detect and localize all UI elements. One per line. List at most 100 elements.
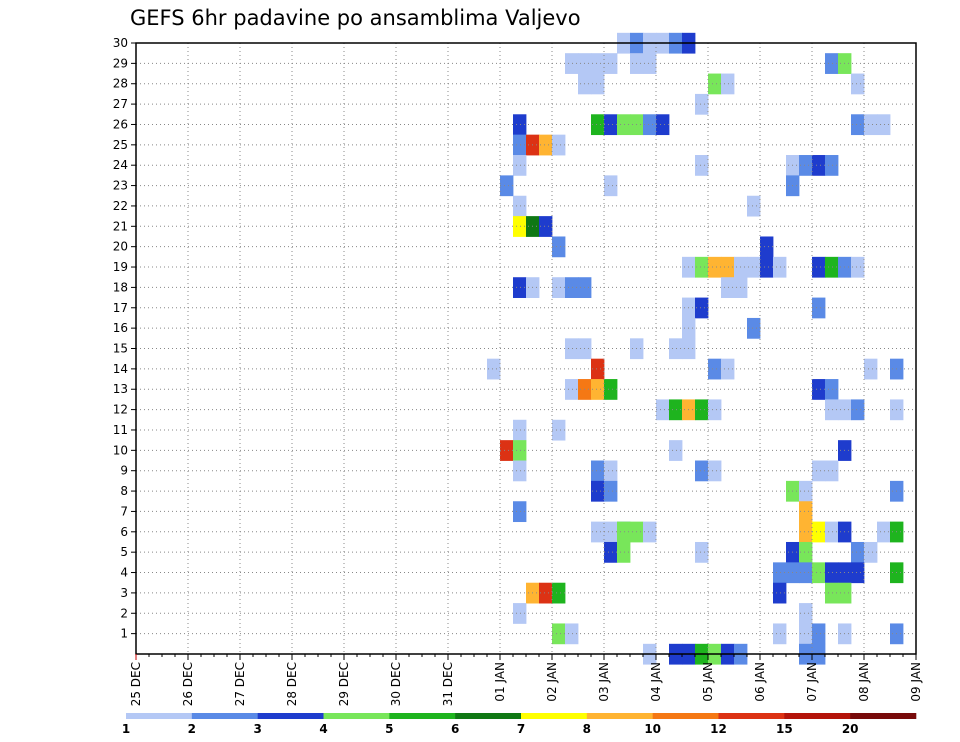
y-tick-label: 8: [120, 484, 128, 498]
heatmap-cell: [604, 114, 618, 136]
heatmap-cell: [552, 277, 566, 298]
colorbar-swatch: [652, 713, 719, 719]
y-tick-label: 18: [113, 280, 128, 294]
colorbar-label: 7: [517, 722, 525, 736]
heatmap-cell: [591, 480, 605, 502]
y-tick-label: 30: [113, 36, 128, 50]
colorbar-swatch: [586, 713, 653, 719]
heatmap-cell: [799, 521, 813, 543]
heatmap-cell: [513, 134, 527, 156]
y-tick-label: 10: [113, 443, 128, 457]
heatmap-cell: [539, 582, 553, 604]
heatmap-cell: [747, 317, 761, 339]
heatmap-cell: [513, 216, 527, 237]
x-tick-label: 26 DEC: [181, 662, 195, 706]
heatmap-cell: [513, 440, 527, 461]
heatmap-cell: [539, 134, 553, 156]
colorbar-label: 1: [122, 722, 130, 736]
heatmap-cell: [669, 440, 683, 461]
heatmap-cell: [877, 114, 891, 136]
heatmap-cell: [539, 216, 553, 237]
heatmap-cell: [851, 73, 865, 95]
heatmap-cell: [877, 521, 891, 543]
y-tick-label: 17: [113, 301, 128, 315]
colorbar-label: 15: [776, 722, 793, 736]
heatmap-cell: [708, 399, 722, 421]
heatmap-cell: [500, 440, 514, 461]
colorbar-swatch: [126, 713, 193, 719]
heatmap-cell: [708, 73, 722, 95]
heatmap-cell: [760, 236, 774, 258]
colorbar-swatch: [850, 713, 917, 719]
heatmap-cell: [799, 480, 813, 502]
heatmap-cell: [799, 541, 813, 563]
heatmap-cell: [669, 338, 683, 360]
colorbar-swatch: [718, 713, 785, 719]
y-tick-label: 13: [113, 382, 128, 396]
heatmap-cell: [643, 521, 657, 543]
y-tick-label: 2: [120, 606, 128, 620]
x-tick-label: 03 JAN: [597, 662, 611, 702]
colorbar-label: 5: [385, 722, 393, 736]
heatmap-cell: [617, 114, 631, 136]
heatmap-cell: [500, 175, 514, 197]
x-tick-label: 25 DEC: [129, 662, 143, 706]
x-tick-label: 01 JAN: [493, 662, 507, 702]
y-tick-label: 5: [120, 545, 128, 559]
heatmap-cell: [799, 155, 813, 176]
heatmap-cell: [747, 256, 761, 278]
heatmap-cell: [513, 114, 527, 136]
heatmap-cell: [552, 582, 566, 604]
x-tick-label: 06 JAN: [753, 662, 767, 702]
heatmap-cell: [773, 562, 787, 584]
y-tick-label: 28: [113, 77, 128, 91]
colorbar-label: 8: [583, 722, 591, 736]
heatmap-cell: [825, 155, 839, 176]
heatmap-cell: [591, 521, 605, 543]
heatmap-cell: [591, 53, 605, 74]
heatmap-cell: [812, 623, 826, 645]
heatmap-cell: [695, 93, 709, 115]
heatmap-cell: [851, 114, 865, 136]
heatmap-cell: [812, 155, 826, 176]
heatmap-cell: [851, 541, 865, 563]
heatmap-cell: [747, 195, 761, 217]
y-tick-label: 15: [113, 342, 128, 356]
heatmap-cell: [643, 114, 657, 136]
x-tick-label: 07 JAN: [805, 662, 819, 702]
heatmap-cell: [617, 541, 631, 563]
y-tick-label: 29: [113, 56, 128, 70]
heatmap-cell: [851, 399, 865, 421]
heatmap-cell: [513, 501, 527, 523]
heatmap-cell: [864, 358, 878, 380]
y-tick-label: 24: [113, 158, 128, 172]
y-tick-label: 16: [113, 321, 128, 335]
heatmap-cell: [656, 114, 670, 136]
y-tick-label: 12: [113, 403, 128, 417]
colorbar-swatch: [389, 713, 456, 719]
y-tick-label: 3: [120, 586, 128, 600]
heatmap-cell: [565, 53, 579, 74]
heatmap-cell: [552, 623, 566, 645]
x-tick-label: 04 JAN: [649, 662, 663, 702]
heatmap-cell: [812, 562, 826, 584]
heatmap-cell: [799, 501, 813, 523]
heatmap-cell: [695, 399, 709, 421]
heatmap-cell: [656, 399, 670, 421]
x-tick-label: 05 JAN: [701, 662, 715, 702]
heatmap-cell: [708, 358, 722, 380]
heatmap-cell: [851, 562, 865, 584]
heatmap-cell: [565, 277, 579, 298]
colorbar-label: 20: [842, 722, 859, 736]
heatmap-cell: [513, 419, 527, 441]
heatmap-cell: [799, 623, 813, 645]
heatmap-cell: [565, 338, 579, 360]
colorbar-swatch: [191, 713, 258, 719]
heatmap-cell: [864, 541, 878, 563]
x-tick-label: 08 JAN: [857, 662, 871, 702]
heatmap-cell: [604, 480, 618, 502]
heatmap-cell: [851, 256, 865, 278]
heatmap-cell: [825, 379, 839, 400]
x-tick-label: 09 JAN: [909, 662, 923, 702]
colorbar-swatch: [784, 713, 851, 719]
